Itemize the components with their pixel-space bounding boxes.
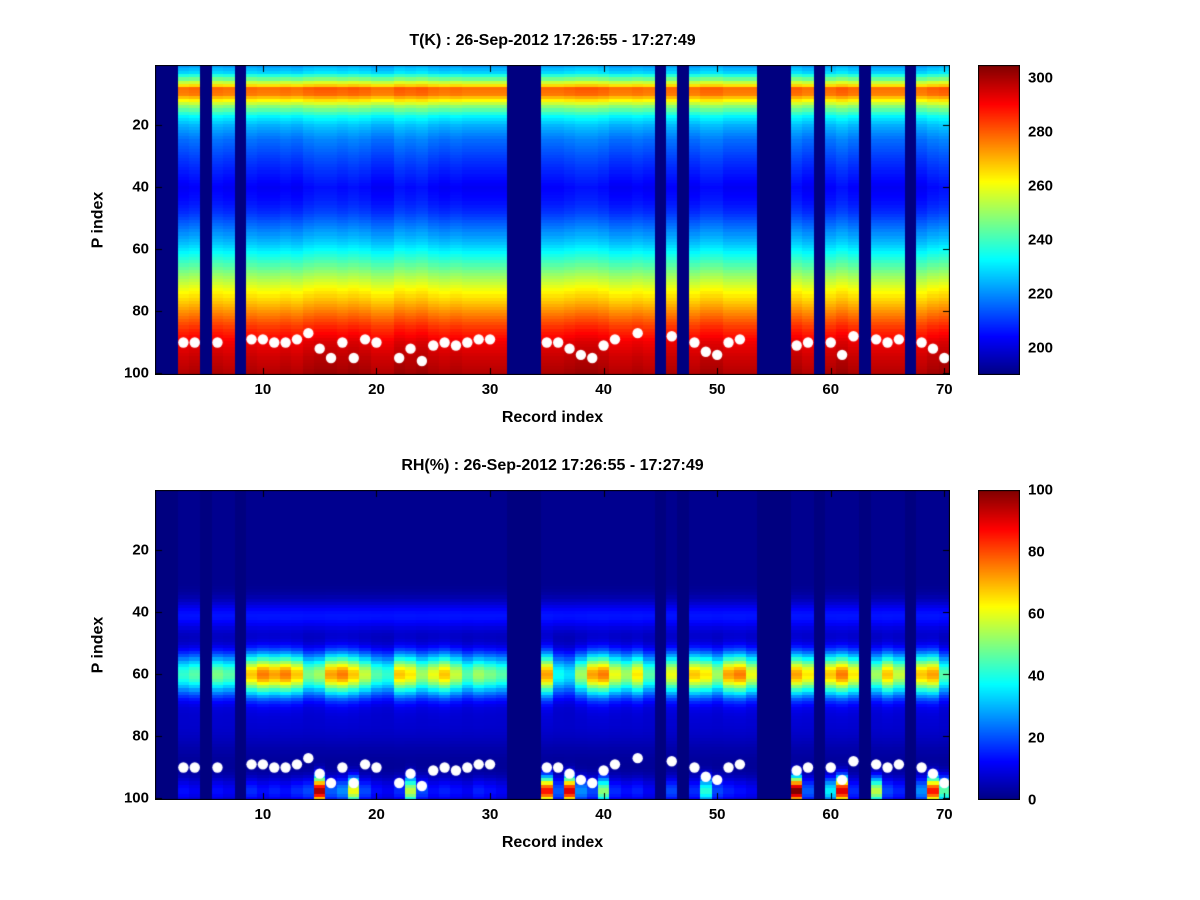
- humidity-y-axis-label: P index: [89, 616, 106, 674]
- humidity-y-axis-label-wrap: P index: [86, 490, 110, 800]
- colorbar-tick-label: 0: [1028, 791, 1037, 809]
- colorbar-tick-label: 80: [1028, 543, 1045, 561]
- colorbar-tick-label: 260: [1028, 177, 1054, 195]
- temperature-y-axis-label-wrap: P index: [86, 65, 110, 375]
- x-tick-label: 70: [935, 381, 953, 398]
- y-tick-label: 100: [123, 789, 149, 807]
- colorbar-tick-label: 240: [1028, 231, 1054, 249]
- x-tick-label: 60: [822, 806, 840, 823]
- humidity-colorbar: [978, 490, 1020, 800]
- x-tick-label: 50: [708, 381, 726, 398]
- y-tick-label: 20: [132, 541, 149, 559]
- y-tick-label: 80: [132, 302, 149, 320]
- y-tick-label: 80: [132, 727, 149, 745]
- humidity-heatmap: [155, 490, 950, 800]
- colorbar-tick-label: 60: [1028, 605, 1045, 623]
- x-tick-label: 20: [368, 806, 385, 823]
- x-tick-label: 10: [254, 381, 272, 398]
- colorbar-tick-label: 300: [1028, 69, 1054, 87]
- colorbar-tick-label: 100: [1028, 481, 1054, 499]
- humidity-plot-title: RH(%) : 26-Sep-2012 17:26:55 - 17:27:49: [401, 457, 704, 474]
- x-tick-label: 40: [595, 806, 612, 823]
- temperature-y-axis-label: P index: [89, 191, 106, 249]
- colorbar-tick-label: 20: [1028, 729, 1045, 747]
- y-tick-label: 100: [123, 364, 149, 382]
- temperature-colorbar: [978, 65, 1020, 375]
- colorbar-tick-label: 220: [1028, 285, 1054, 303]
- x-tick-label: 20: [368, 381, 385, 398]
- temperature-heatmap: [155, 65, 950, 375]
- y-tick-label: 40: [132, 603, 149, 621]
- humidity-x-axis-label: Record index: [501, 834, 604, 851]
- colorbar-tick-label: 280: [1028, 123, 1054, 141]
- x-tick-label: 30: [481, 381, 499, 398]
- x-tick-label: 30: [481, 806, 499, 823]
- x-tick-label: 50: [708, 806, 726, 823]
- x-tick-label: 70: [935, 806, 953, 823]
- x-tick-label: 60: [822, 381, 840, 398]
- colorbar-tick-label: 200: [1028, 339, 1054, 357]
- y-tick-label: 60: [132, 240, 149, 258]
- temperature-plot-title: T(K) : 26-Sep-2012 17:26:55 - 17:27:49: [409, 32, 696, 49]
- y-tick-label: 40: [132, 178, 149, 196]
- temperature-x-axis-label: Record index: [501, 409, 604, 426]
- y-tick-label: 60: [132, 665, 149, 683]
- colorbar-tick-label: 40: [1028, 667, 1045, 685]
- x-tick-label: 40: [595, 381, 612, 398]
- y-tick-label: 20: [132, 116, 149, 134]
- x-tick-label: 10: [254, 806, 272, 823]
